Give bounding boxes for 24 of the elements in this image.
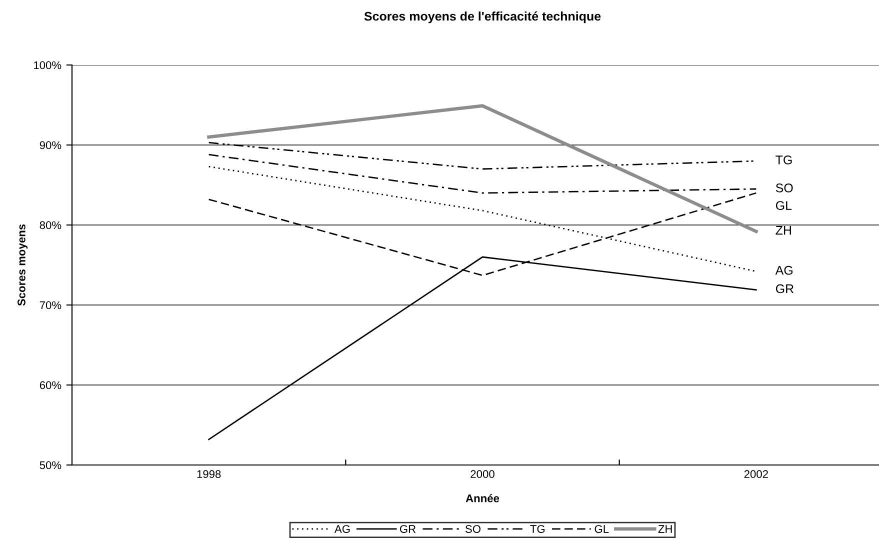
legend-label: TG bbox=[530, 525, 545, 533]
text: ZH bbox=[776, 226, 791, 235]
text: SO bbox=[776, 184, 793, 192]
text: GL bbox=[776, 201, 792, 210]
legend-label: GR bbox=[400, 525, 416, 533]
y-tick-label: 90% bbox=[40, 141, 62, 150]
x-axis-title: Année bbox=[466, 494, 500, 502]
x-tick-label: 2000 bbox=[470, 470, 494, 478]
legend-label: SO bbox=[465, 525, 480, 533]
x-tick-label: 2002 bbox=[744, 470, 768, 478]
y-tick-label: 80% bbox=[40, 221, 62, 230]
text: AG bbox=[775, 266, 792, 275]
legend-label: AG bbox=[334, 525, 350, 533]
legend-label: ZH bbox=[658, 525, 672, 533]
x-tick-label: 1998 bbox=[197, 470, 221, 478]
y-axis-title: Scores moyens bbox=[18, 224, 28, 306]
y-tick-label: 60% bbox=[40, 381, 62, 390]
y-tick-label: 100% bbox=[34, 61, 62, 70]
chart-title: Scores moyens de l'efficacité technique bbox=[364, 11, 601, 24]
legend-label: GL bbox=[594, 525, 609, 533]
y-tick-label: 50% bbox=[40, 461, 62, 470]
text: TG bbox=[776, 156, 792, 164]
text: GR bbox=[776, 284, 794, 294]
y-tick-label: 70% bbox=[40, 301, 62, 310]
